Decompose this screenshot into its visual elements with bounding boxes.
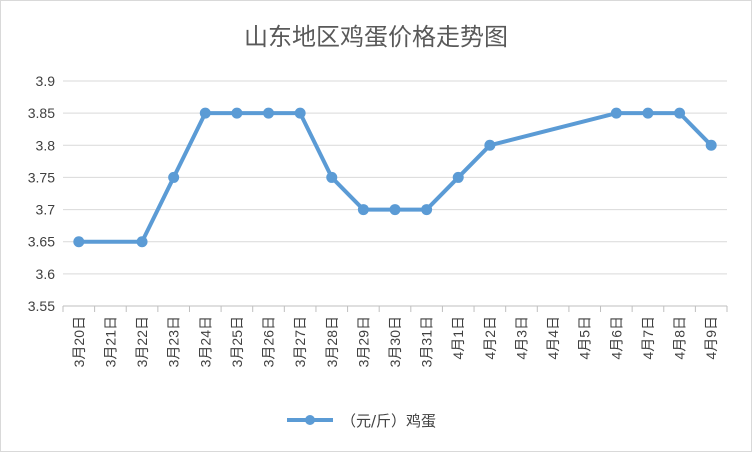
y-tick-label: 3.75 bbox=[28, 169, 55, 185]
gridlines bbox=[63, 80, 727, 275]
data-point bbox=[452, 171, 464, 183]
x-tick-label: 4月1日 bbox=[450, 316, 466, 360]
y-tick-label: 3.7 bbox=[36, 202, 56, 218]
x-tick-label: 4月4日 bbox=[545, 316, 561, 360]
data-point bbox=[421, 204, 433, 216]
data-point bbox=[263, 107, 275, 119]
chart-title: 山东地区鸡蛋价格走势图 bbox=[244, 23, 508, 51]
axes bbox=[62, 305, 728, 312]
series-egg-price bbox=[73, 107, 717, 248]
data-point bbox=[326, 171, 338, 183]
x-tick-label: 3月24日 bbox=[197, 316, 213, 367]
y-tick-label: 3.8 bbox=[36, 137, 56, 153]
data-point bbox=[136, 236, 148, 248]
x-tick-label: 4月3日 bbox=[513, 316, 529, 360]
y-tick-label: 3.85 bbox=[28, 105, 55, 121]
data-point bbox=[294, 107, 306, 119]
legend-point-marker bbox=[305, 415, 315, 425]
y-tick-label: 3.55 bbox=[28, 298, 55, 314]
data-point bbox=[705, 139, 717, 151]
x-tick-label: 3月22日 bbox=[134, 316, 150, 367]
data-point bbox=[642, 107, 654, 119]
x-tick-label: 3月28日 bbox=[324, 316, 340, 367]
data-point bbox=[674, 107, 686, 119]
data-point bbox=[231, 107, 243, 119]
x-tick-label: 3月23日 bbox=[166, 316, 182, 367]
data-point bbox=[389, 204, 401, 216]
x-tick-label: 4月8日 bbox=[672, 316, 688, 360]
x-tick-labels: 3月20日 3月21日 3月22日 3月23日 3月24日 3月25日 3月26日 3月27日… bbox=[71, 316, 719, 367]
x-tick-label: 3月26日 bbox=[261, 316, 277, 367]
y-tick-label: 3.65 bbox=[28, 234, 55, 250]
x-tick-label: 4月9日 bbox=[703, 316, 719, 360]
data-point bbox=[168, 171, 180, 183]
data-point bbox=[610, 107, 622, 119]
x-tick-label: 4月2日 bbox=[482, 316, 498, 360]
legend-label: （元/斤）鸡蛋 bbox=[341, 412, 436, 430]
x-tick-label: 3月27日 bbox=[292, 316, 308, 367]
y-tick-labels: 3.55 3.6 3.65 3.7 3.75 3.8 3.85 3.9 bbox=[28, 73, 55, 314]
y-tick-label: 3.6 bbox=[36, 266, 56, 282]
data-point bbox=[199, 107, 211, 119]
x-tick-label: 3月21日 bbox=[102, 316, 118, 367]
x-tick-label: 3月30日 bbox=[387, 316, 403, 367]
x-tick-label: 3月25日 bbox=[229, 316, 245, 367]
data-point bbox=[73, 236, 85, 248]
x-tick-label: 3月31日 bbox=[419, 316, 435, 367]
x-tick-label: 4月6日 bbox=[608, 316, 624, 360]
x-tick-label: 3月20日 bbox=[71, 316, 87, 367]
data-point bbox=[357, 204, 369, 216]
data-point bbox=[484, 139, 496, 151]
legend: （元/斤）鸡蛋 bbox=[287, 412, 436, 430]
x-tick-label: 4月5日 bbox=[577, 316, 593, 360]
y-tick-label: 3.9 bbox=[36, 73, 56, 89]
x-tick-label: 3月29日 bbox=[355, 316, 371, 367]
x-tick-label: 4月7日 bbox=[640, 316, 656, 360]
